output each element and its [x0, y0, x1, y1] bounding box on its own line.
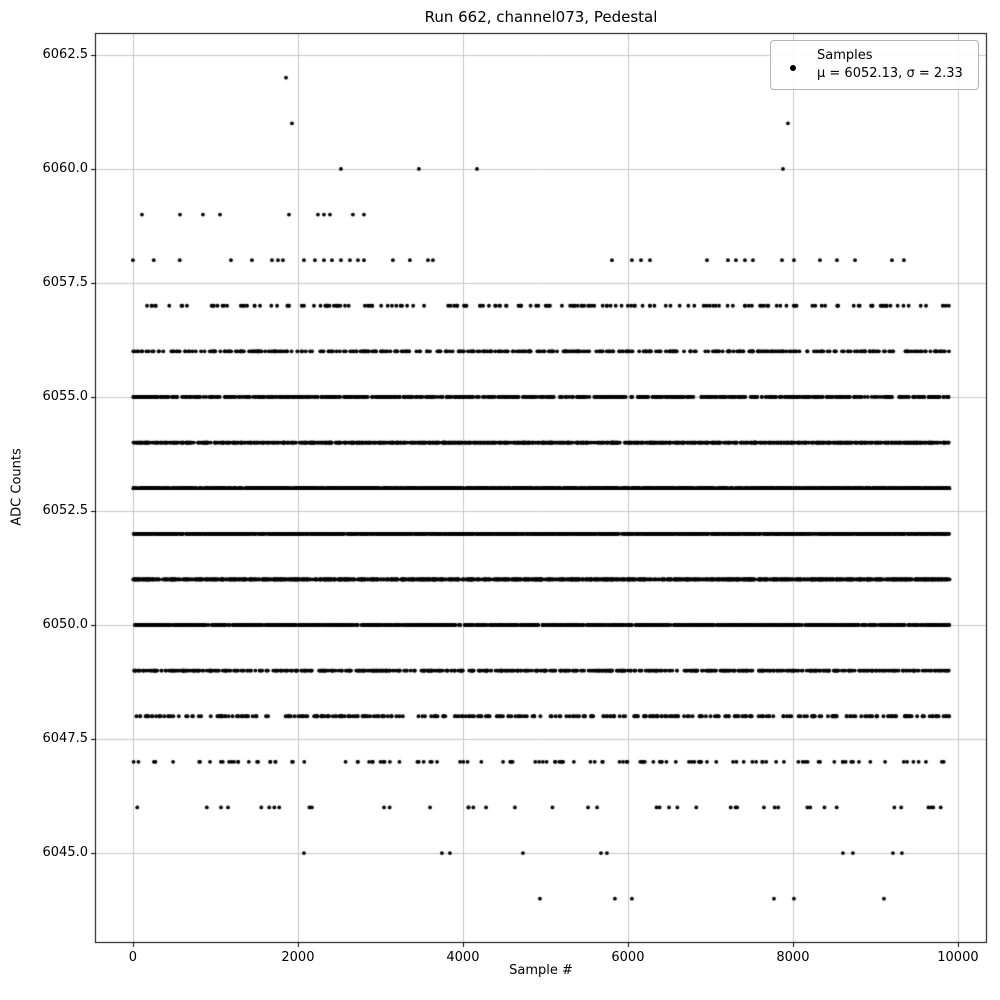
y-axis-label: ADC Counts	[9, 448, 25, 526]
y-tick-label: 6047.5	[42, 731, 89, 747]
x-tick-label: 10000	[937, 950, 979, 965]
legend: Samples μ = 6052.13, σ = 2.33	[770, 40, 979, 90]
x-tick-label: 0	[128, 950, 138, 965]
y-tick-label: 6055.0	[42, 388, 89, 404]
x-tick-label: 6000	[611, 950, 645, 965]
x-tick-label: 8000	[776, 950, 810, 965]
y-tick-label: 6050.0	[42, 617, 89, 632]
x-axis-label: Sample #	[509, 963, 573, 978]
y-tick-label: 6045.0	[42, 845, 89, 861]
y-tick-label: 6057.5	[42, 274, 89, 290]
chart-title: Run 662, channel073, Pedestal	[424, 8, 658, 26]
x-tick-label: 2000	[281, 950, 315, 965]
x-tick-label: 4000	[446, 950, 480, 965]
legend-sample-marker-icon	[790, 65, 796, 71]
y-tick-label: 6060.0	[42, 160, 89, 176]
y-tick-label: 6062.5	[42, 46, 89, 62]
legend-text: Samples μ = 6052.13, σ = 2.33	[817, 47, 963, 83]
legend-label-samples: Samples	[817, 48, 873, 63]
y-tick-label: 6052.5	[42, 502, 89, 518]
legend-stats: μ = 6052.13, σ = 2.33	[817, 66, 963, 81]
